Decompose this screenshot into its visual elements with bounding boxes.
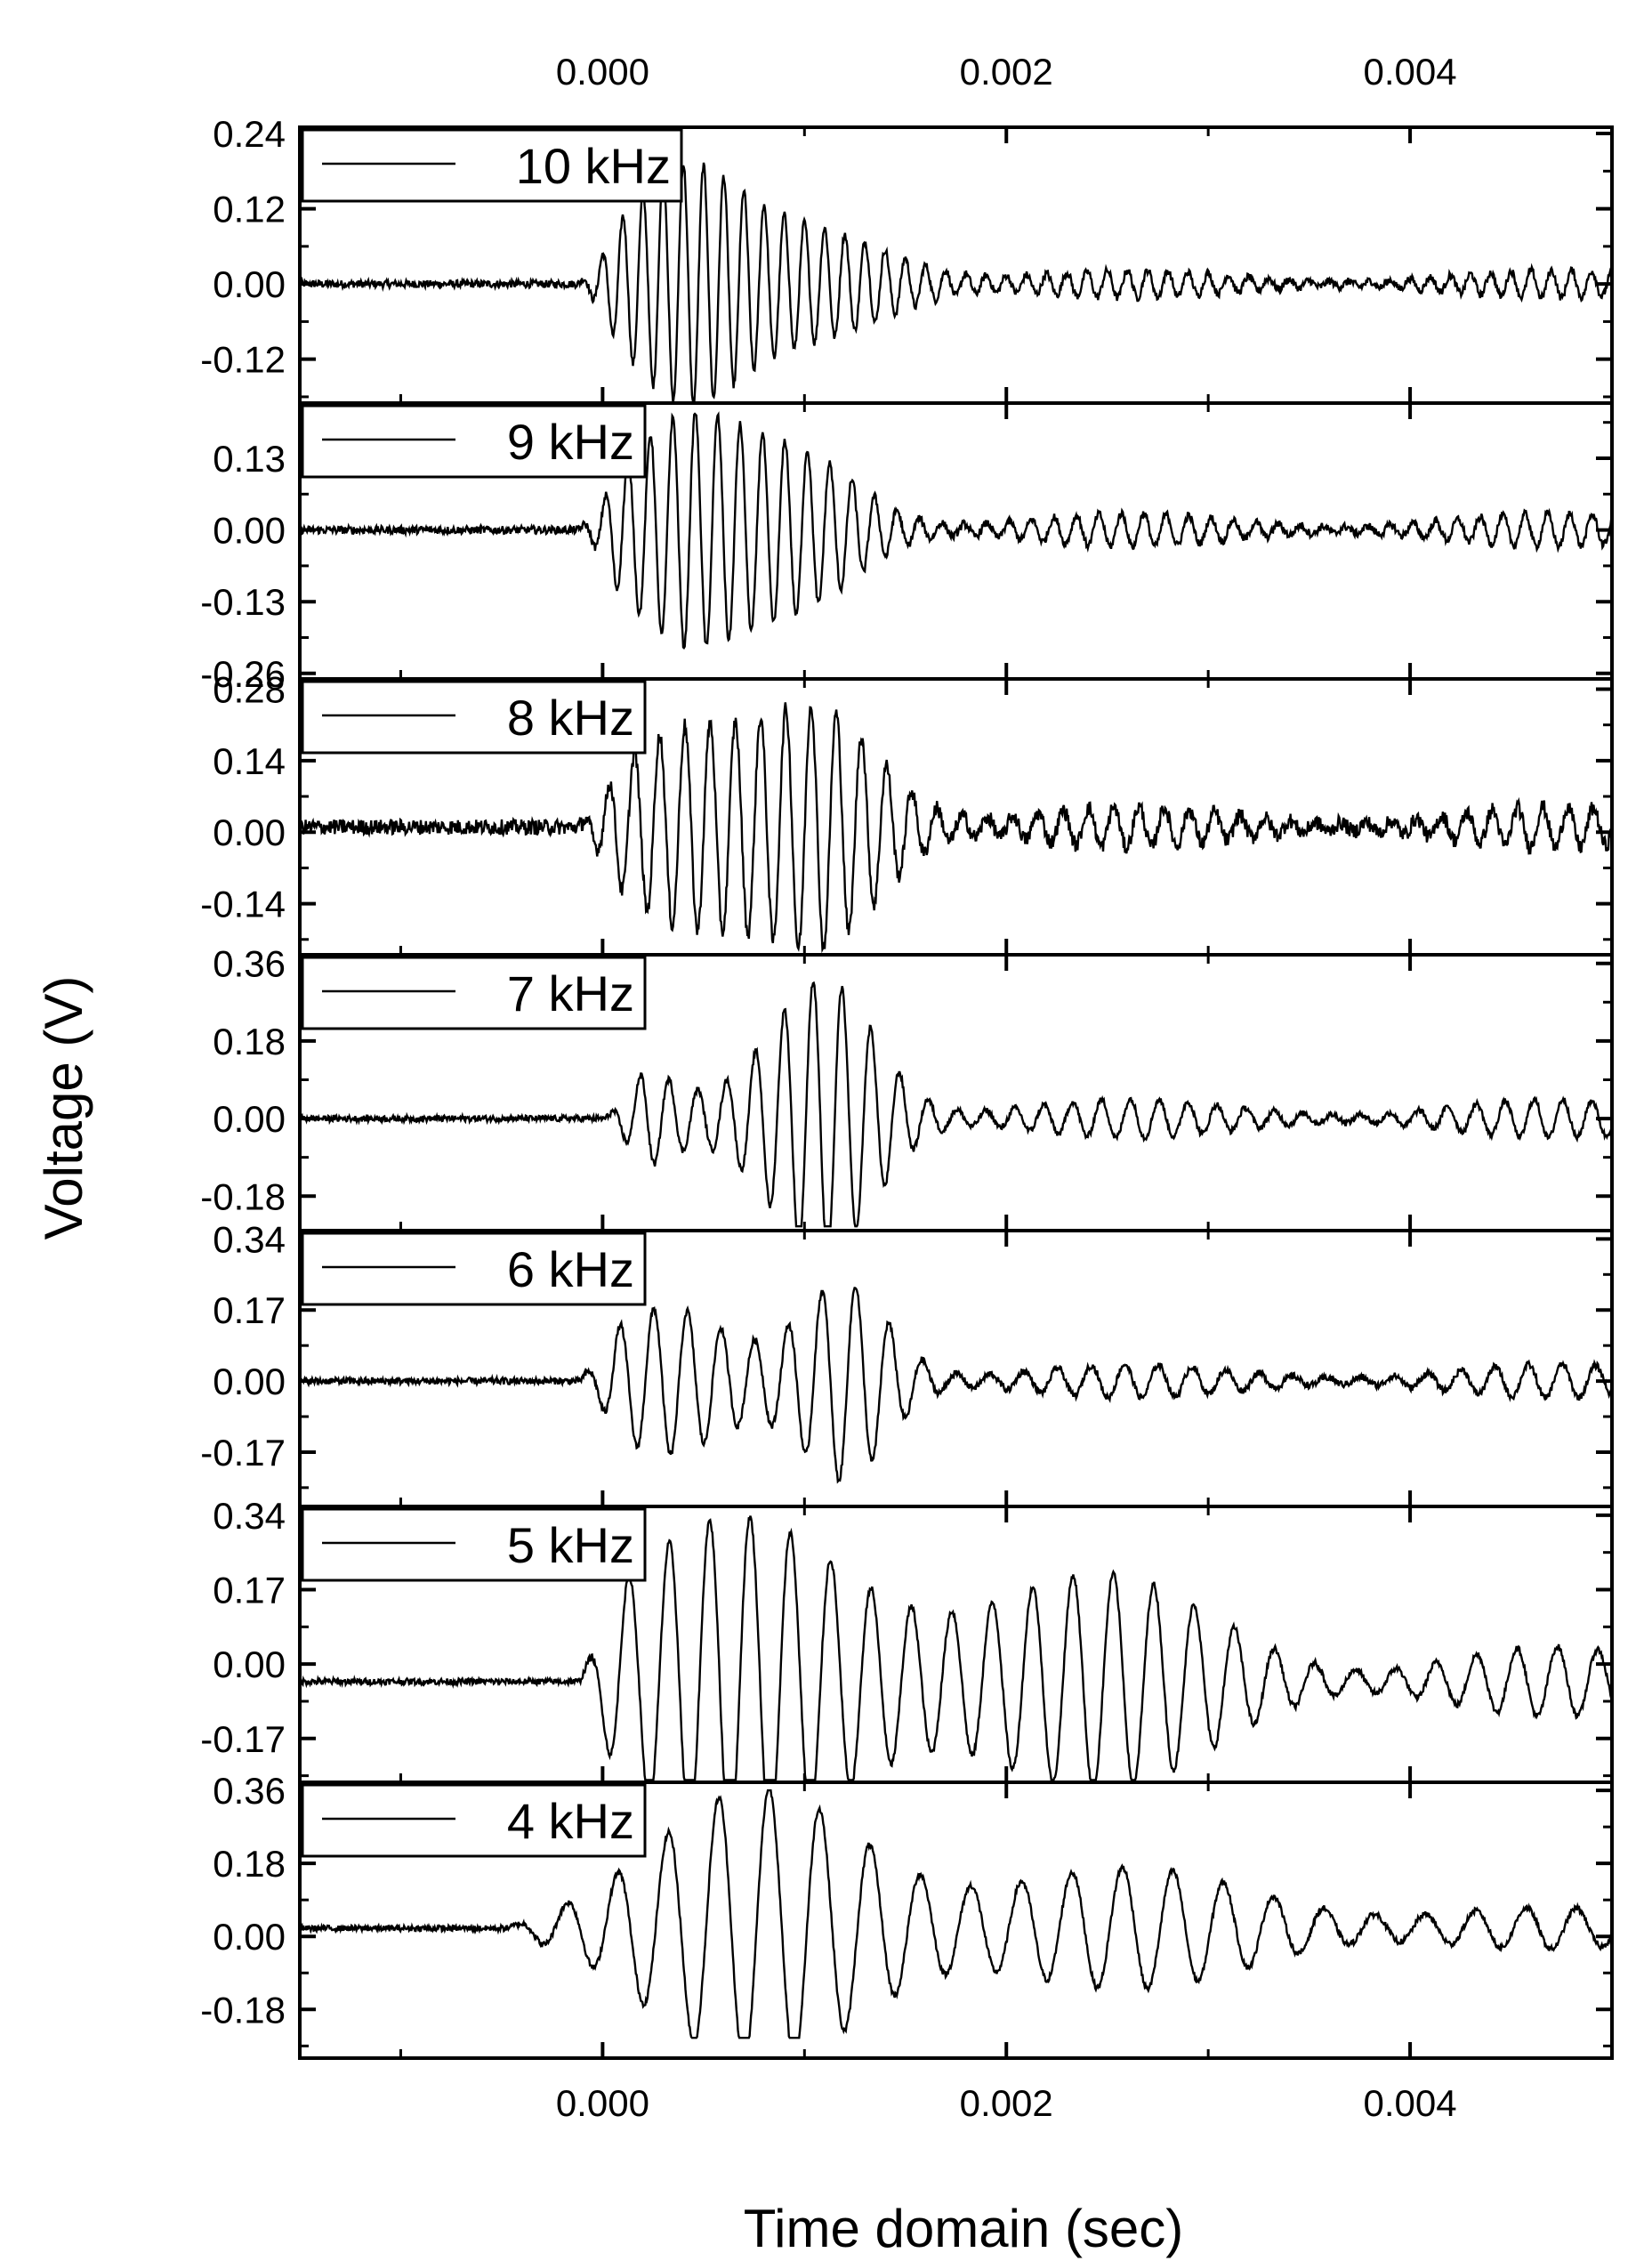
- y-tick-label: 0.12: [213, 189, 286, 230]
- waveform-line: [300, 1287, 1612, 1484]
- x-tick-label-top: 0.000: [556, 51, 649, 93]
- waveform-line: [300, 411, 1612, 650]
- legend-label: 10 kHz: [516, 138, 671, 194]
- panel-0: 0.24 0.12 0.00 -0.12 10 kHz: [200, 113, 1614, 405]
- waveform-line: [300, 1515, 1612, 1781]
- y-tick-label: 0.00: [213, 510, 286, 552]
- legend-label: 7 kHz: [507, 965, 634, 1021]
- y-tick-label: -0.14: [200, 884, 286, 925]
- x-tick-label-bottom: 0.000: [556, 2082, 649, 2124]
- legend-box: [301, 404, 647, 479]
- legend-box: [301, 680, 647, 755]
- panel-5: 0.34 0.17 0.00 -0.17 5 kHz: [200, 1495, 1614, 1784]
- legend-box: [301, 128, 683, 203]
- legend-label: 6 kHz: [507, 1241, 634, 1297]
- legend-5: 5 kHz: [301, 1507, 647, 1582]
- y-tick-label: 0.24: [213, 113, 286, 155]
- y-tick-label: 0.17: [213, 1289, 286, 1331]
- legend-box: [301, 1231, 647, 1306]
- y-axis-title: Voltage (V): [34, 976, 93, 1240]
- waveform-line: [300, 981, 1612, 1228]
- y-tick-label: -0.17: [200, 1432, 286, 1474]
- waveform-line: [300, 702, 1612, 954]
- panel-2: 0.28 0.14 0.00 -0.14 8 kHz: [200, 668, 1614, 957]
- legend-6: 4 kHz: [301, 1783, 647, 1858]
- x-tick-label-top: 0.002: [960, 51, 1053, 93]
- x-axis-bottom: 0.000 0.002 0.004: [556, 2082, 1457, 2124]
- y-tick-label: -0.18: [200, 1175, 286, 1217]
- panel-frame: [298, 1781, 1614, 2060]
- legend-label: 5 kHz: [507, 1517, 634, 1573]
- waveform-line: [300, 1789, 1612, 2039]
- y-tick-label: 0.18: [213, 1843, 286, 1885]
- waveform-line: [300, 162, 1612, 403]
- y-tick-label: 0.00: [213, 1916, 286, 1958]
- legend-box: [301, 956, 647, 1030]
- y-tick-label: -0.18: [200, 1989, 286, 2031]
- y-tick-label: 0.34: [213, 1218, 286, 1260]
- legend-0: 10 kHz: [301, 128, 683, 203]
- legend-label: 9 kHz: [507, 414, 634, 470]
- panels: 0.24 0.12 0.00 -0.12 10 kHz 0.13 0.00 -0.13 -0.2…: [200, 113, 1614, 2060]
- legend-box: [301, 1507, 647, 1582]
- panel-6: 0.36 0.18 0.00 -0.18 4 kHz: [200, 1770, 1614, 2060]
- x-axis-top: 0.000 0.002 0.004: [556, 51, 1457, 93]
- panel-3: 0.36 0.18 0.00 -0.18 7 kHz: [200, 943, 1614, 1232]
- legend-4: 6 kHz: [301, 1231, 647, 1306]
- y-tick-label: 0.00: [213, 1643, 286, 1685]
- y-tick-label: 0.00: [213, 1098, 286, 1140]
- x-axis-title: Time domain (sec): [744, 2199, 1184, 2258]
- legend-2: 8 kHz: [301, 680, 647, 755]
- y-tick-label: 0.36: [213, 1770, 286, 1812]
- y-tick-label: -0.12: [200, 339, 286, 381]
- y-tick-label: 0.17: [213, 1569, 286, 1611]
- y-tick-label: 0.18: [213, 1021, 286, 1062]
- y-tick-label: 0.34: [213, 1495, 286, 1537]
- y-tick-label: 0.00: [213, 812, 286, 853]
- y-tick-label: -0.17: [200, 1718, 286, 1760]
- y-tick-label: -0.26: [200, 653, 286, 695]
- x-tick-label-bottom: 0.002: [960, 2082, 1053, 2124]
- x-tick-label-top: 0.004: [1364, 51, 1457, 93]
- y-tick-label: 0.14: [213, 740, 286, 782]
- y-tick-label: 0.36: [213, 943, 286, 985]
- y-tick-label: 0.00: [213, 1361, 286, 1402]
- legend-box: [301, 1783, 647, 1858]
- legend-3: 7 kHz: [301, 956, 647, 1030]
- y-tick-label: 0.13: [213, 438, 286, 480]
- panel-1: 0.13 0.00 -0.13 -0.26 9 kHz: [200, 401, 1614, 695]
- x-tick-label-bottom: 0.004: [1364, 2082, 1457, 2124]
- panel-4: 0.34 0.17 0.00 -0.17 6 kHz: [200, 1218, 1614, 1508]
- y-tick-label: 0.28: [213, 668, 286, 710]
- legend-1: 9 kHz: [301, 404, 647, 479]
- y-tick-label: 0.00: [213, 263, 286, 305]
- legend-label: 8 kHz: [507, 690, 634, 746]
- y-tick-label: -0.13: [200, 581, 286, 623]
- legend-label: 4 kHz: [507, 1793, 634, 1849]
